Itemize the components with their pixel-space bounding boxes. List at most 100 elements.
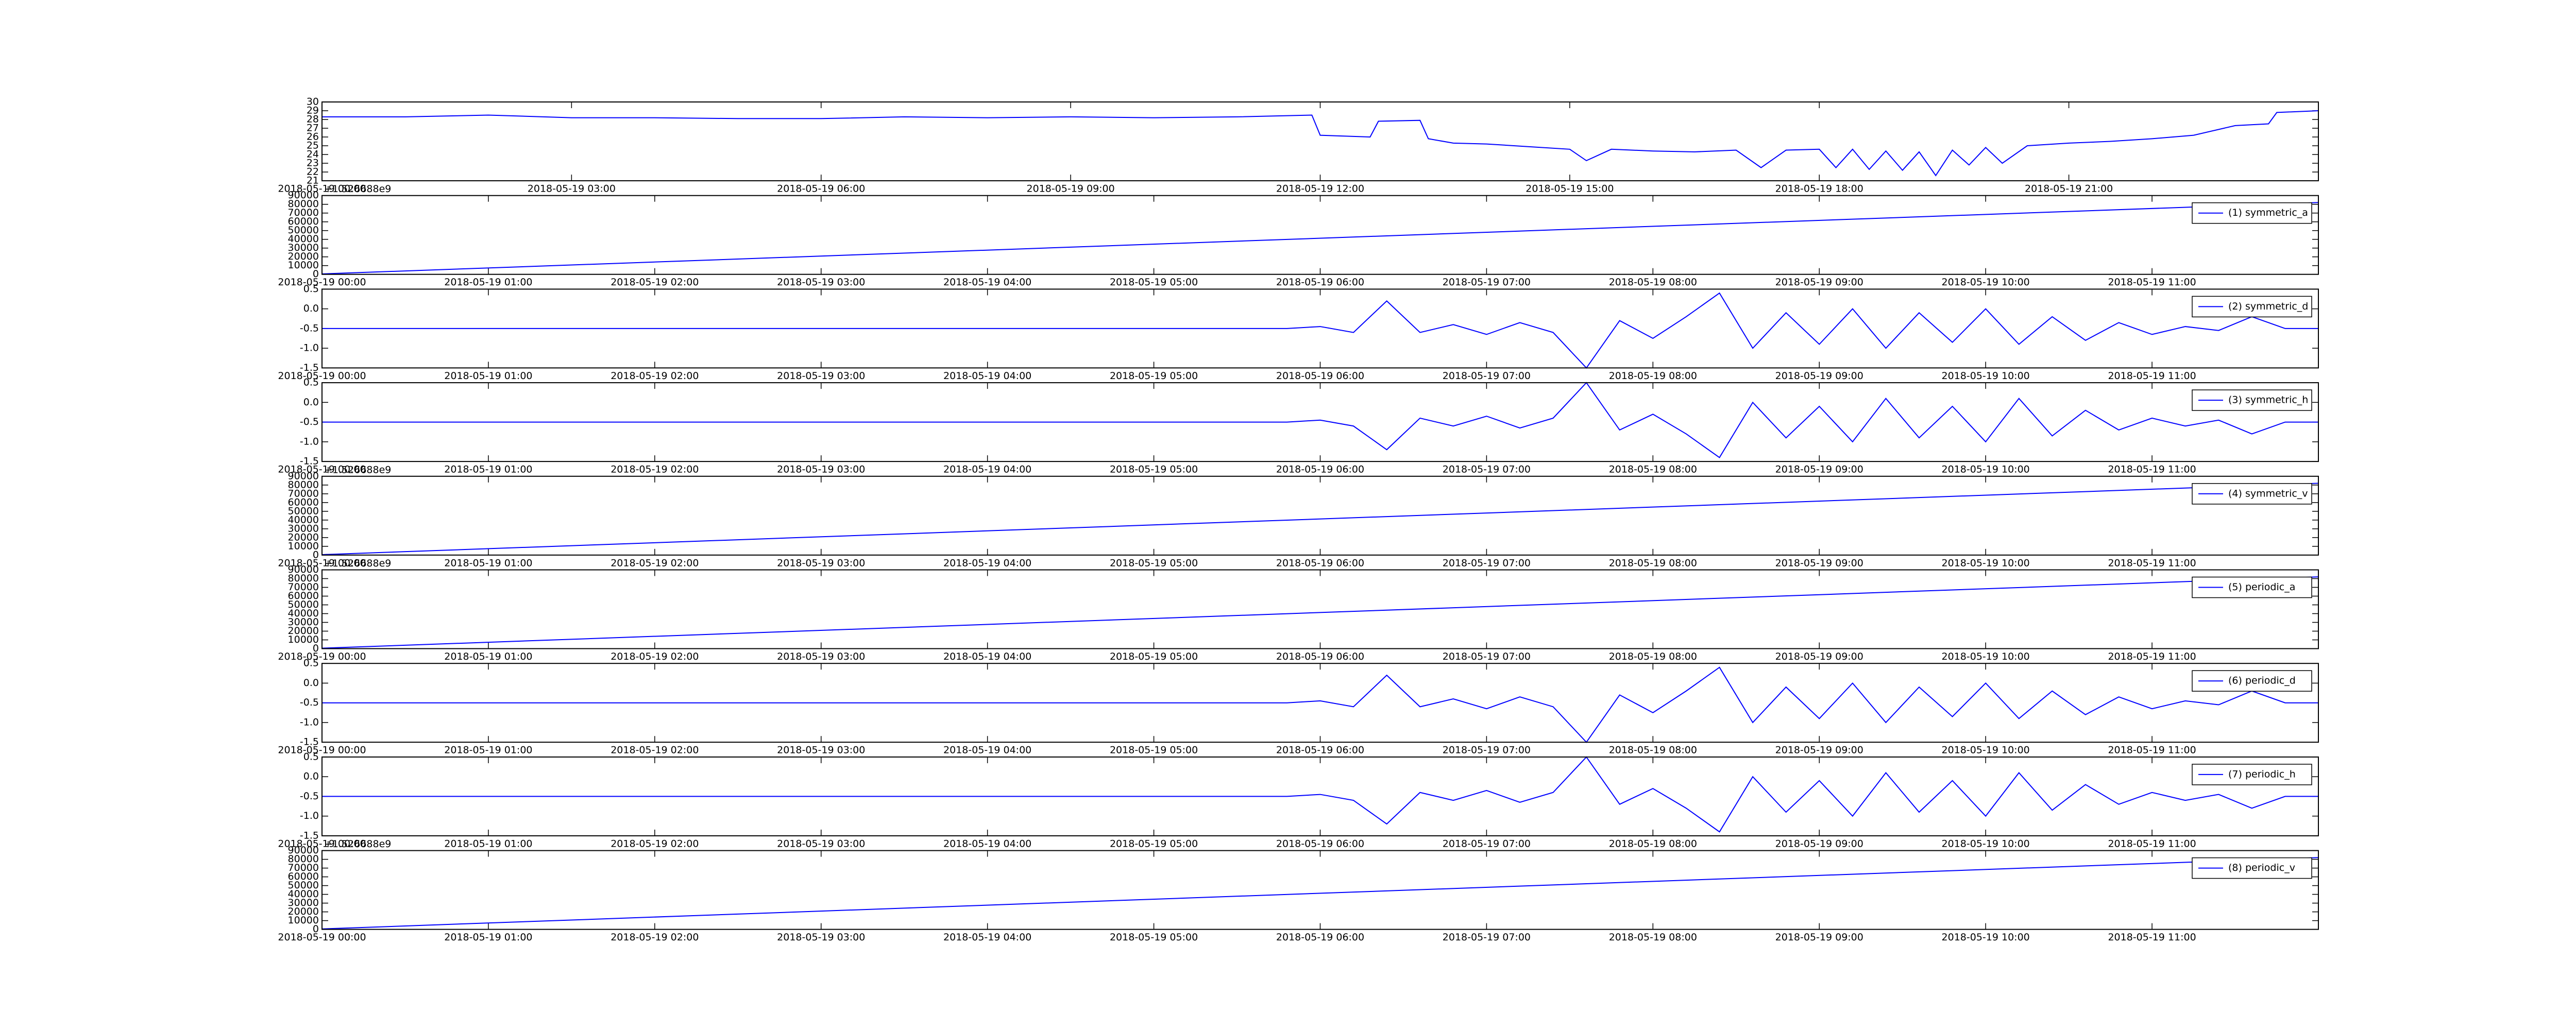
x-tick-label: 2018-05-19 07:00 <box>1443 838 1531 849</box>
x-tick-label: 2018-05-19 04:00 <box>943 277 1031 288</box>
data-line <box>322 382 2318 458</box>
x-tick-label: 2018-05-19 05:00 <box>1110 277 1198 288</box>
data-line <box>322 292 2318 369</box>
x-tick-label: 2018-05-19 01:00 <box>444 651 532 662</box>
y-tick-label: 70000 <box>288 862 319 873</box>
x-tick-label: 2018-05-19 10:00 <box>1942 745 2030 756</box>
x-tick-label: 2018-05-19 02:00 <box>611 370 699 382</box>
y-tick-label: 10000 <box>288 634 319 645</box>
y-tick-label: 0.0 <box>303 397 319 408</box>
x-tick-label: 2018-05-19 10:00 <box>1942 557 2030 569</box>
x-tick-label: 2018-05-19 10:00 <box>1942 932 2030 943</box>
x-tick-label: 2018-05-19 01:00 <box>444 745 532 756</box>
x-tick-label: 2018-05-19 01:00 <box>444 932 532 943</box>
y-tick-label: 25 <box>307 140 319 151</box>
x-tick-label: 2018-05-19 10:00 <box>1942 370 2030 382</box>
x-tick-label: 2018-05-19 09:00 <box>1775 557 1863 569</box>
data-line <box>322 756 2318 833</box>
x-tick-label: 2018-05-19 02:00 <box>611 745 699 756</box>
x-tick-label: 2018-05-19 03:00 <box>777 932 865 943</box>
y-tick-label: 90000 <box>288 845 319 856</box>
x-tick-label: 2018-05-19 07:00 <box>1443 932 1531 943</box>
y-tick-label: 50000 <box>288 599 319 610</box>
x-tick-label: 2018-05-19 06:00 <box>777 183 865 195</box>
y-tick-label: -0.5 <box>300 416 319 427</box>
y-tick-label: 0.5 <box>303 283 319 295</box>
y-tick-label: 0.0 <box>303 677 319 689</box>
legend-label: (8) periodic_v <box>2228 862 2295 873</box>
x-tick-label: 2018-05-19 07:00 <box>1443 651 1531 662</box>
x-tick-label: 2018-05-19 06:00 <box>1276 838 1364 849</box>
y-tick-label: 27 <box>307 123 319 134</box>
x-tick-label: 2018-05-19 04:00 <box>943 932 1031 943</box>
y-tick-label: -1.0 <box>300 716 319 728</box>
y-tick-label: -0.5 <box>300 322 319 334</box>
y-tick-label: 24 <box>307 149 319 160</box>
y-tick-label: -1.5 <box>300 830 319 841</box>
x-tick-label: 2018-05-19 00:00 <box>278 745 366 756</box>
x-tick-label: 2018-05-19 01:00 <box>444 370 532 382</box>
x-tick-label: 2018-05-19 01:00 <box>444 557 532 569</box>
y-tick-label: 40000 <box>288 608 319 619</box>
x-tick-label: 2018-05-19 02:00 <box>611 932 699 943</box>
y-tick-label: -1.0 <box>300 810 319 821</box>
y-tick-label: 23 <box>307 158 319 169</box>
x-tick-label: 2018-05-19 00:00 <box>278 838 366 849</box>
y-tick-label: 0 <box>313 643 319 654</box>
y-tick-label: 80000 <box>288 479 319 490</box>
x-tick-label: 2018-05-19 04:00 <box>943 370 1031 382</box>
y-tick-label: 40000 <box>288 514 319 525</box>
x-tick-label: 2018-05-19 12:00 <box>1276 183 1364 195</box>
axes-frame <box>321 569 2319 649</box>
x-tick-label: 2018-05-19 11:00 <box>2108 838 2196 849</box>
offset-text: +1.526688e9 <box>324 464 391 475</box>
offset-text: +1.526688e9 <box>324 838 391 850</box>
y-tick-label: 30000 <box>288 523 319 534</box>
y-tick-label: -1.0 <box>300 436 319 447</box>
y-tick-label: -1.5 <box>300 736 319 748</box>
x-tick-label: 2018-05-19 05:00 <box>1110 838 1198 849</box>
x-tick-label: 2018-05-19 03:00 <box>777 651 865 662</box>
y-tick-label: 60000 <box>288 496 319 508</box>
x-tick-label: 2018-05-19 08:00 <box>1609 277 1697 288</box>
x-tick-label: 2018-05-19 01:00 <box>444 277 532 288</box>
legend-box <box>2192 576 2312 598</box>
y-tick-label: 0.0 <box>303 771 319 782</box>
x-tick-label: 2018-05-19 03:00 <box>777 370 865 382</box>
x-tick-label: 2018-05-19 03:00 <box>777 464 865 475</box>
x-tick-label: 2018-05-19 11:00 <box>2108 277 2196 288</box>
offset-text: +1.526688e9 <box>324 183 391 195</box>
axes-frame <box>321 850 2319 930</box>
data-line <box>321 202 2319 274</box>
legend-label: (3) symmetric_h <box>2228 394 2308 406</box>
y-tick-label: 10000 <box>288 915 319 926</box>
axes-frame <box>321 382 2319 462</box>
y-tick-label: 26 <box>307 131 319 143</box>
x-tick-label: 2018-05-19 03:00 <box>777 277 865 288</box>
data-line <box>322 666 2318 743</box>
y-tick-label: 70000 <box>288 207 319 218</box>
y-tick-label: 70000 <box>288 488 319 499</box>
y-tick-label: 0 <box>313 923 319 935</box>
data-line <box>321 857 2319 930</box>
x-tick-label: 2018-05-19 04:00 <box>943 838 1031 849</box>
x-tick-label: 2018-05-19 06:00 <box>1276 745 1364 756</box>
y-tick-label: 80000 <box>288 573 319 584</box>
y-tick-label: 30000 <box>288 616 319 628</box>
x-tick-label: 2018-05-19 02:00 <box>611 464 699 475</box>
y-tick-label: 28 <box>307 114 319 125</box>
x-tick-label: 2018-05-19 04:00 <box>943 464 1031 475</box>
x-tick-label: 2018-05-19 02:00 <box>611 277 699 288</box>
x-tick-label: 2018-05-19 00:00 <box>278 183 366 195</box>
x-tick-label: 2018-05-19 08:00 <box>1609 745 1697 756</box>
y-tick-label: 90000 <box>288 470 319 482</box>
y-tick-label: 20000 <box>288 625 319 637</box>
y-tick-label: 20000 <box>288 531 319 543</box>
offset-text: +1.526688e9 <box>324 558 391 569</box>
x-tick-label: 2018-05-19 07:00 <box>1443 464 1531 475</box>
y-tick-label: 0.5 <box>303 377 319 388</box>
x-tick-label: 2018-05-19 11:00 <box>2108 370 2196 382</box>
y-tick-label: 30000 <box>288 242 319 253</box>
axes-frame <box>321 663 2319 743</box>
